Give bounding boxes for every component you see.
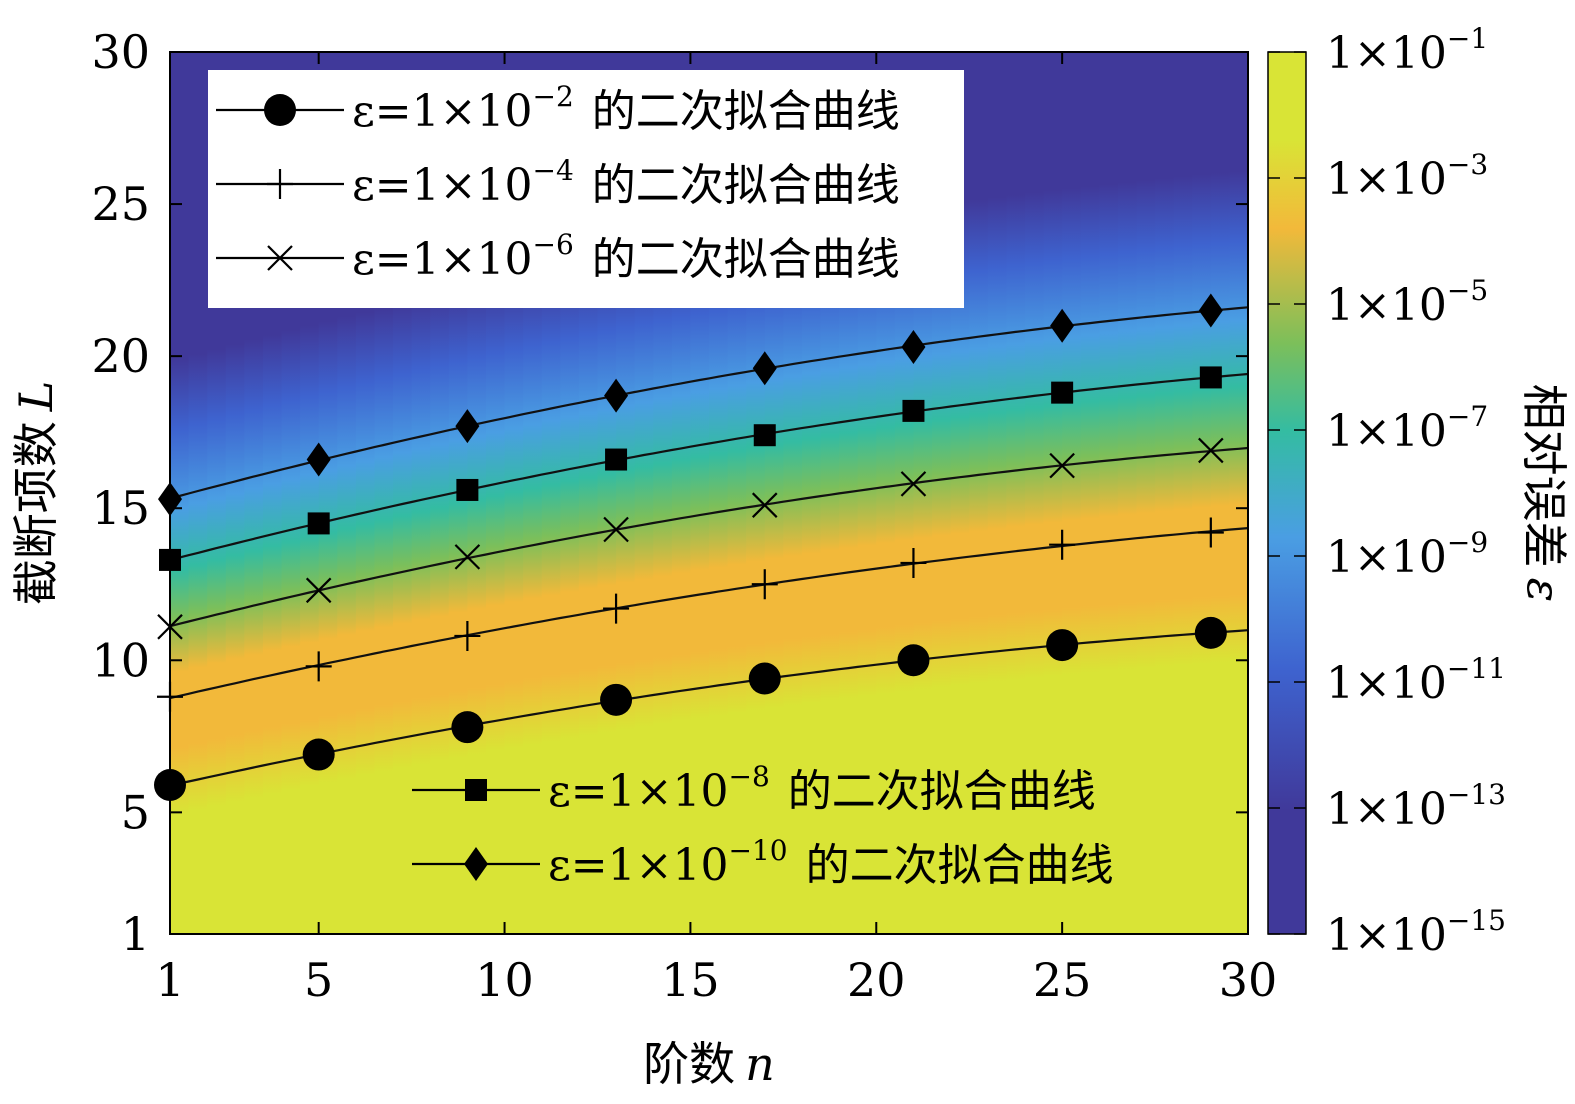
y-tick-label: 30 [91,25,150,79]
marker-2-7 [1198,437,1224,464]
colorbar [1267,51,1307,935]
legend-label: ε=1×10−8 的二次拟合曲线 [548,760,1096,817]
marker-0-5 [897,644,930,677]
colorbar-gradient [1267,51,1307,935]
legend-marker [267,245,293,271]
x-tick-label: 20 [847,953,906,1007]
marker-0-4 [748,662,781,695]
y-tick-label: 15 [91,481,150,535]
marker-3-6 [1051,381,1074,404]
colorbar-tick-label: 1×10−7 [1326,400,1488,457]
colorbar-tick-label: 1×10−1 [1326,22,1488,79]
legend-marker [267,169,293,199]
legend-bottom-right: ε=1×10−8 的二次拟合曲线 ε=1×10−10 的二次拟合曲线 [412,760,1114,891]
marker-0-7 [1194,616,1227,649]
colorbar-tick-label: 1×10−3 [1326,148,1488,205]
legend-label: ε=1×10−4 的二次拟合曲线 [352,154,900,211]
y-tick-label: 20 [91,329,150,383]
fit-curve-2 [170,446,1248,628]
marker-1-4 [751,569,778,600]
marker-4-6 [1050,308,1075,343]
marker-2-6 [1049,452,1075,479]
marker-0-2 [451,711,484,744]
marker-4-3 [604,378,629,413]
marker-1-1 [305,651,332,682]
y-tick-label: 25 [91,177,150,231]
colorbar-tick-label: 1×10−15 [1326,904,1506,961]
marker-4-2 [455,409,480,444]
marker-2-2 [454,544,481,570]
marker-2-1 [305,577,332,604]
marker-3-3 [605,448,628,471]
colorbar-tick-label: 1×10−5 [1326,274,1488,331]
y-tick-label: 1 [121,907,150,961]
colorbar-tick-label: 1×10−11 [1326,652,1506,709]
marker-1-3 [603,593,630,624]
x-tick-label: 5 [304,953,333,1007]
marker-4-1 [306,442,331,477]
marker-1-6 [1049,529,1076,560]
y-tick-label: 5 [121,785,150,839]
colorbar-label: 相对误差ε [1517,384,1571,603]
marker-0-6 [1046,629,1079,662]
marker-1-7 [1197,517,1224,548]
marker-3-5 [902,399,925,422]
legend-label: ε=1×10−10 的二次拟合曲线 [548,834,1114,891]
marker-3-7 [1199,366,1222,389]
legend-label: ε=1×10−6 的二次拟合曲线 [352,228,900,285]
x-tick-label: 25 [1033,953,1092,1007]
legend-top-left: ε=1×10−2 的二次拟合曲线 ε=1×10−4 的二次拟合曲线 ε=1×10−6 的二… [208,70,964,308]
marker-3-2 [456,478,479,501]
marker-2-4 [751,492,778,518]
marker-2-3 [603,516,629,543]
colorbar-ticks: 1×10−1 1×10−3 1×10−5 1×10−7 1×10−9 1×10−11 1×1… [1268,22,1506,961]
data-markers [154,293,1227,801]
marker-4-4 [752,351,777,386]
marker-3-4 [753,424,776,447]
legend-label: ε=1×10−2 的二次拟合曲线 [352,80,900,137]
colorbar-tick-label: 1×10−9 [1326,526,1488,583]
x-tick-label: 10 [475,953,534,1007]
legend-marker [264,94,296,126]
x-tick-label: 30 [1219,953,1278,1007]
marker-0-1 [302,738,335,771]
legend-marker [465,779,487,801]
marker-4-5 [901,330,926,365]
marker-4-7 [1198,293,1223,328]
x-axis-label: 阶数 n [643,1037,775,1091]
marker-2-5 [900,471,927,497]
colorbar-tick-label: 1×10−13 [1326,778,1506,835]
y-axis-label: 截断项数L [9,381,63,606]
legend-marker [464,847,488,881]
marker-3-1 [307,512,330,535]
marker-0-3 [600,683,633,716]
x-tick-label: 1 [155,953,184,1007]
marker-1-5 [900,547,927,578]
plot-frame [169,51,1249,935]
x-tick-label: 15 [661,953,720,1007]
x-axis: 1 5 10 15 20 25 30 [155,52,1277,1007]
marker-1-2 [454,620,481,651]
y-tick-label: 10 [91,633,150,687]
